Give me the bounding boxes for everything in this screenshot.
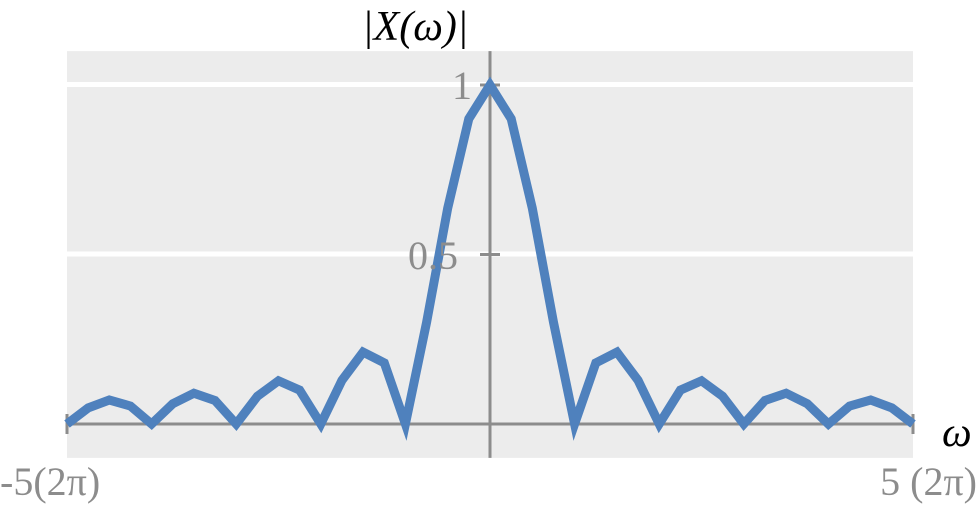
y-axis-label: |X(ω)| xyxy=(362,4,469,50)
x-tick-label-max: 5 (2π) xyxy=(880,459,977,504)
data-line xyxy=(64,76,916,441)
x-tick-label-min: -5(2π) xyxy=(0,459,101,504)
y-tick-label-1: 1 xyxy=(452,63,472,108)
x-axis-label: ω xyxy=(942,410,972,456)
y-tick-label-0.5: 0.5 xyxy=(408,233,458,278)
